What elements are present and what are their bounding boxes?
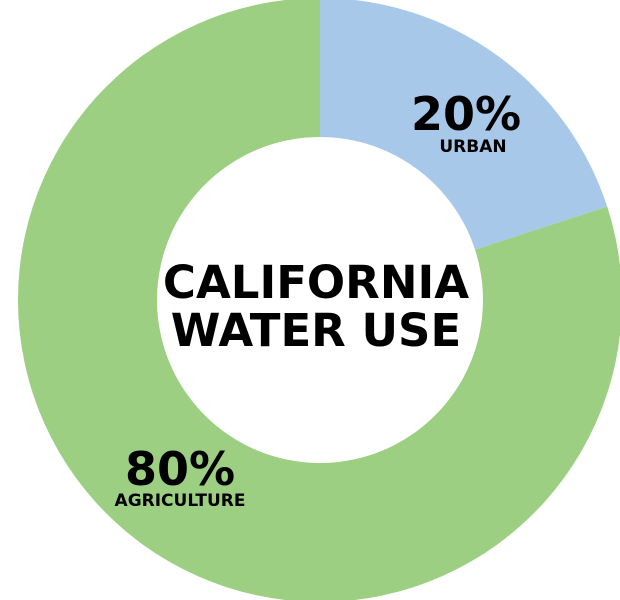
- agriculture-percent-label: 80%: [125, 442, 235, 496]
- chart-title-line-2: WATER USE: [171, 304, 461, 357]
- urban-percent-label: 20%: [411, 87, 521, 141]
- urban-category-label: URBAN: [439, 137, 506, 157]
- agriculture-category-label: AGRICULTURE: [115, 491, 246, 511]
- chart-title-line-1: CALIFORNIA: [163, 256, 469, 309]
- donut-hole: [157, 137, 483, 463]
